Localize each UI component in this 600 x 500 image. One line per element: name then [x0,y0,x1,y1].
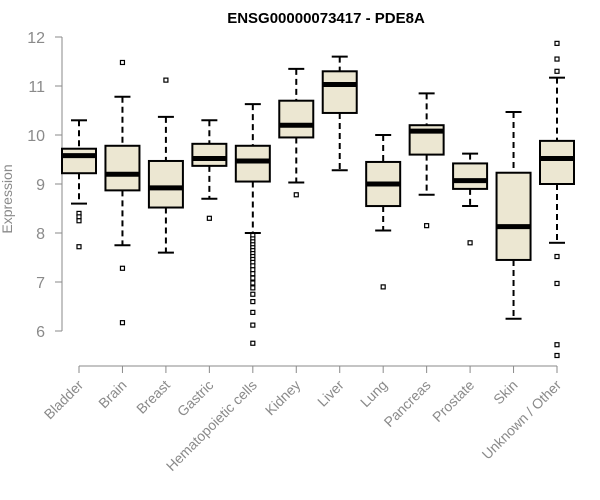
outlier-point [554,56,560,62]
box-group [104,59,141,326]
y-tick-label: 11 [28,79,45,96]
y-tick-label: 7 [36,275,45,292]
outlier-point [554,342,560,348]
outlier-point [250,322,256,328]
box-iqr [61,147,97,175]
outlier-point [76,218,82,224]
box-group [191,119,228,221]
x-tick-label: Prostate [429,377,477,425]
chart-title: ENSG00000073417 - PDE8A [227,10,425,27]
x-tick-label: Pancreas [381,377,434,430]
box-group [147,77,184,254]
outlier-point [554,253,560,260]
outlier-point [380,284,386,290]
y-tick-label: 9 [36,177,45,194]
outlier-point [119,320,126,326]
box-group [452,152,489,246]
y-tick-label: 10 [27,128,45,145]
outlier-point [424,223,430,229]
y-tick-label: 6 [36,324,45,341]
outlier-point [250,271,256,277]
x-tick-label: Kidney [262,377,304,419]
x-tick-label: Gastric [174,377,217,420]
y-axis-label: Expression [0,164,15,233]
box-iqr [321,70,358,114]
x-tick-label: Brain [95,377,129,411]
outlier-point [250,275,256,281]
x-tick-label: Lung [357,377,390,410]
box-group [495,110,532,320]
outlier-point [250,280,256,286]
x-tick-label: Bladder [41,377,87,423]
box-group [539,40,575,359]
x-tick-label: Liver [314,377,347,410]
box-iqr [539,139,575,186]
y-tick-label: 8 [36,226,45,243]
outlier-point [76,244,82,250]
outlier-point [554,280,560,287]
box-iqr [191,142,228,167]
y-tick-label: 12 [27,30,45,47]
box-group [278,67,315,198]
outlier-point [293,192,299,198]
box-iqr [104,144,141,192]
outlier-point [554,68,560,74]
outlier-point [163,77,169,83]
outlier-point [250,309,256,315]
outlier-point [250,285,256,291]
box-iqr [278,99,315,139]
outlier-point [467,240,473,246]
outlier-point [554,352,560,359]
x-tick-label: Unknown / Other [479,377,565,463]
y-axis-ticks: 6 7 8 9 10 11 12 [27,30,62,341]
box-group [408,92,445,229]
box-iqr [234,144,271,183]
box-group [321,55,358,172]
x-tick-label: Skin [490,377,521,408]
box-series [61,40,575,359]
outlier-point [250,340,256,346]
box-iqr [495,171,532,261]
x-tick-label: Breast [133,377,173,417]
outlier-point [554,40,560,46]
box-iqr [452,162,489,190]
box-group [61,119,97,250]
box-iqr [147,159,184,209]
outlier-point [119,265,126,271]
outlier-point [206,215,212,221]
outlier-point [250,299,256,305]
box-group [365,134,402,290]
box-group [234,103,271,346]
outlier-point [119,59,126,66]
outlier-point [250,291,256,297]
